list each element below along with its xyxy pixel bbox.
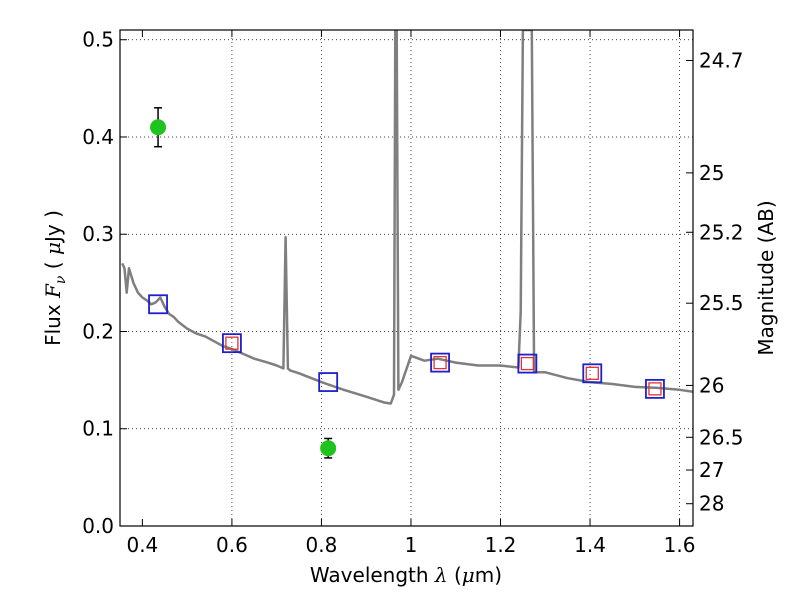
grid-lines <box>120 30 693 526</box>
magnitude-tick-label: 28 <box>699 492 724 516</box>
model-point-inner <box>648 382 662 396</box>
model-point <box>318 372 339 392</box>
y-axis-title: Flux Fν ( μJy ) <box>41 210 69 346</box>
x-tick-labels: 0.4 0.6 0.8 1 1.2 1.4 1.6 <box>126 533 695 557</box>
x-tick-label: 1.2 <box>485 533 517 557</box>
model-point-inner <box>585 366 599 380</box>
model-point-inner <box>225 336 239 350</box>
y-tick-label: 0.5 <box>82 28 114 52</box>
y-tick-labels: 0.0 0.1 0.2 0.3 0.4 0.5 <box>82 28 114 538</box>
model-point <box>148 294 168 315</box>
data-layer <box>121 30 693 459</box>
observed-point <box>150 119 167 136</box>
x-axis-title: Wavelength λ (μm) <box>310 563 502 587</box>
tick-marks <box>120 30 693 527</box>
model-point-inner <box>433 355 447 370</box>
y2-axis-title: Magnitude (AB) <box>754 200 778 355</box>
magnitude-tick-label: 25.2 <box>699 220 744 244</box>
model-point <box>645 378 665 399</box>
model-point <box>222 333 242 354</box>
y-tick-label: 0.1 <box>82 417 114 441</box>
magnitude-tick-label: 25.5 <box>699 291 744 315</box>
x-tick-label: 1.6 <box>664 533 696 557</box>
magnitude-tick-label: 24.7 <box>699 48 744 72</box>
magnitude-tick-label: 27 <box>699 458 724 482</box>
plot-frame <box>119 29 694 527</box>
x-tick-label: 0.4 <box>126 533 158 557</box>
y-tick-label: 0.0 <box>82 514 114 538</box>
model-point-inner <box>520 356 535 371</box>
y-tick-label: 0.4 <box>82 125 114 149</box>
x-tick-label: 1 <box>405 533 418 557</box>
x-tick-label: 0.6 <box>216 533 248 557</box>
magnitude-tick-label: 25 <box>699 161 724 185</box>
model-point <box>517 353 538 374</box>
observed-point <box>320 440 337 457</box>
x-tick-label: 1.4 <box>574 533 606 557</box>
model-point <box>430 352 450 373</box>
plot-area-background <box>120 30 693 526</box>
y-tick-label: 0.2 <box>82 319 114 343</box>
magnitude-tick-label: 26.5 <box>699 425 744 449</box>
model-point <box>582 363 603 384</box>
x-tick-label: 0.8 <box>306 533 338 557</box>
magnitude-tick-label: 26 <box>699 373 724 397</box>
y-tick-label: 0.3 <box>82 222 114 246</box>
magnitude-tick-labels: 24.7 25 25.2 25.5 26 26.5 27 28 <box>699 48 744 515</box>
sed-template-line <box>121 30 693 405</box>
